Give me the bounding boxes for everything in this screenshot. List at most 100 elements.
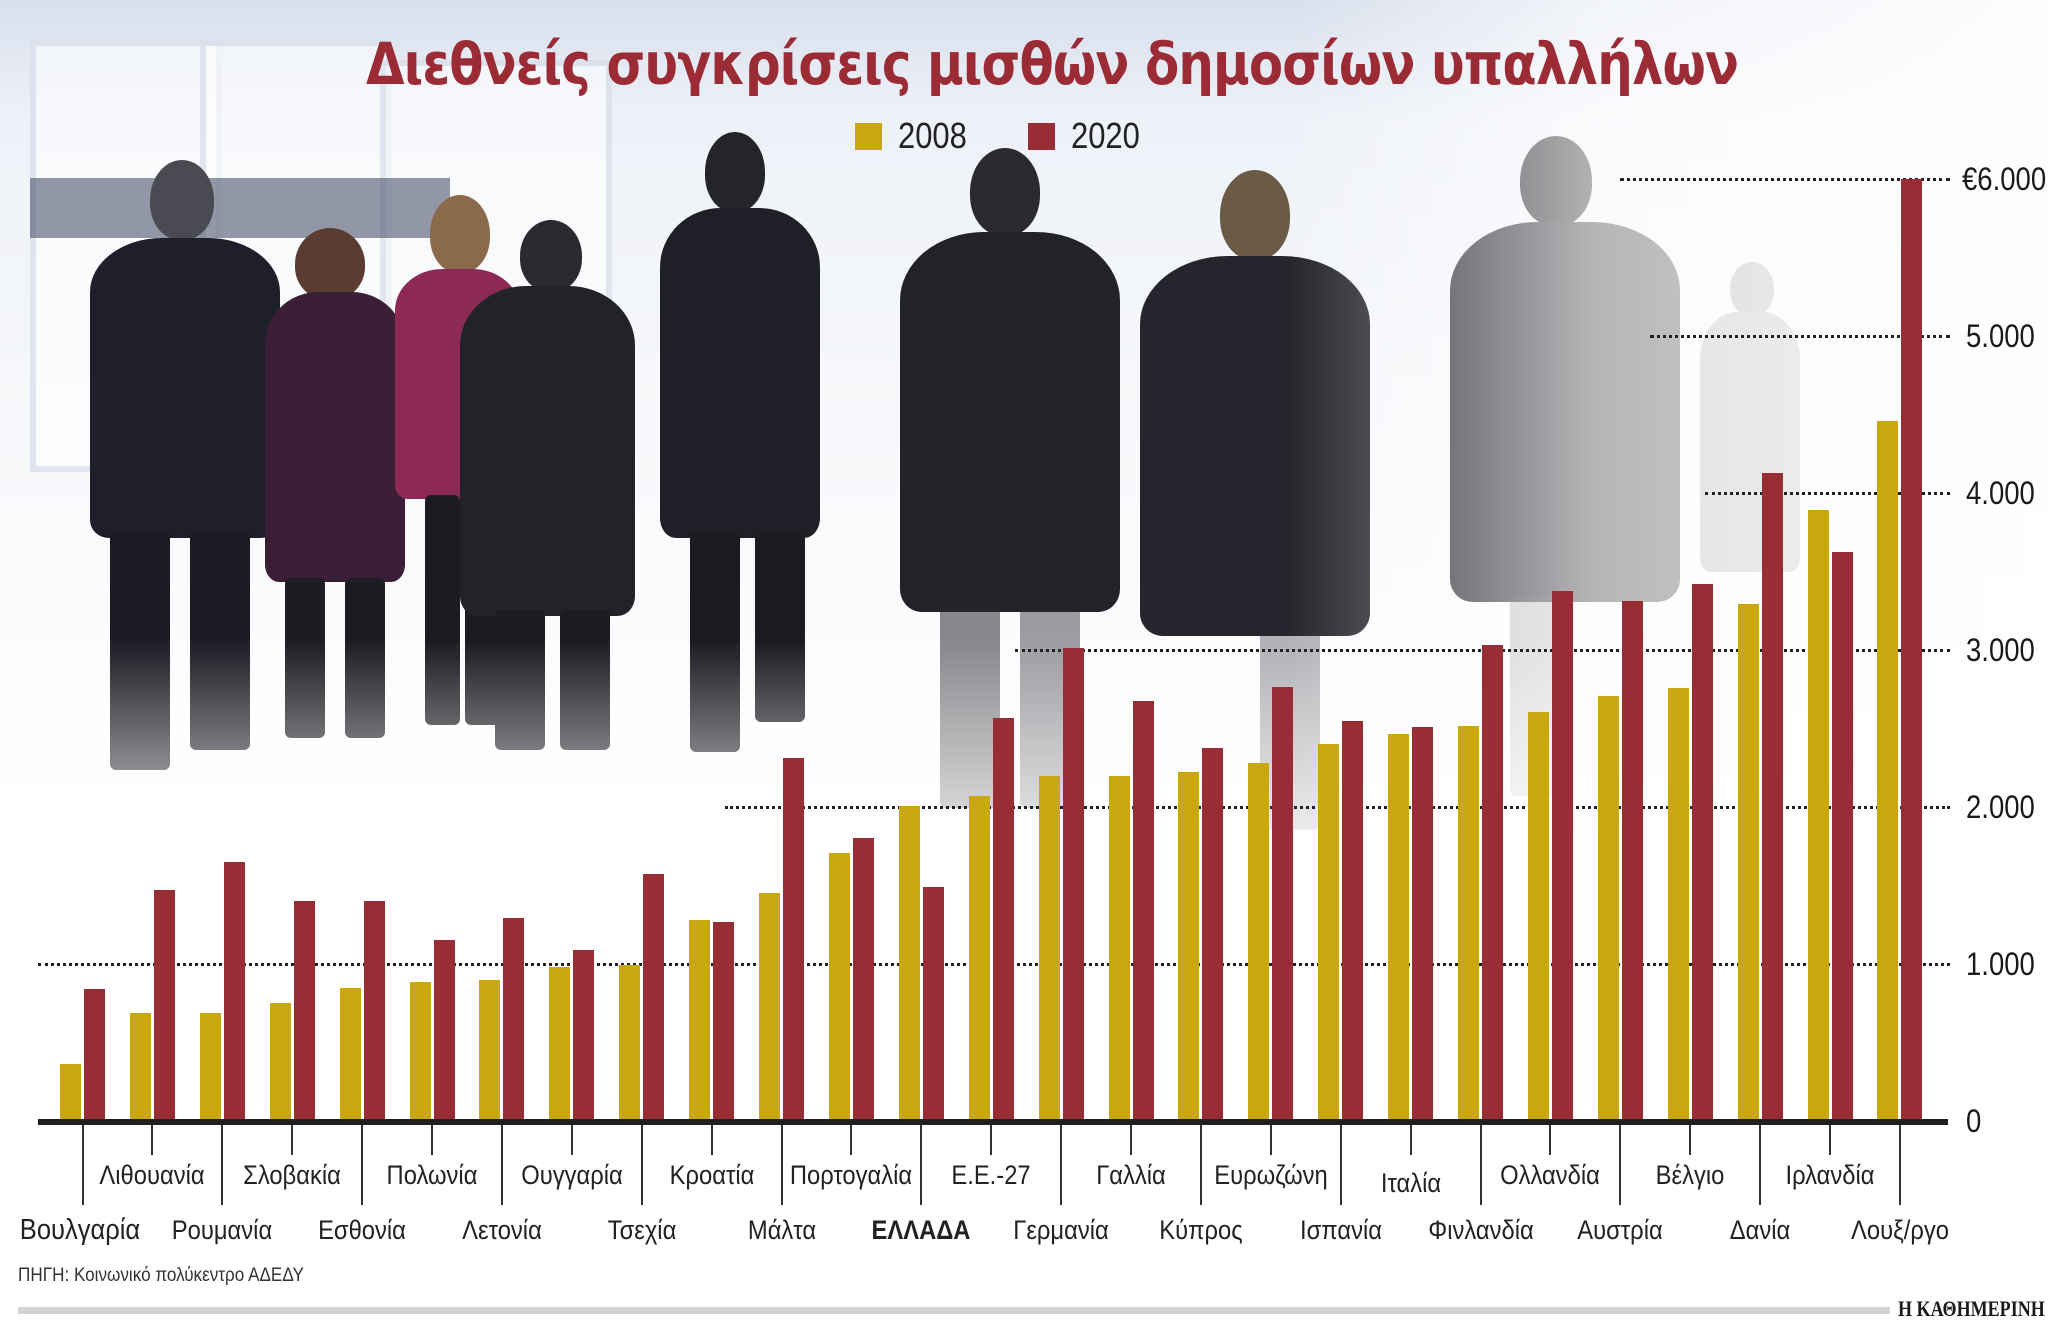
category-label: Λιθουανία [99,1160,205,1190]
category-label: Ισπανία [1299,1215,1382,1245]
bar-2020 [573,949,595,1121]
bar-2020 [992,718,1014,1121]
bar-2020 [643,873,665,1121]
bar-2020 [1691,584,1713,1121]
bar-2008 [968,796,990,1121]
x-tick [1409,1125,1412,1155]
category-label: Πορτογαλία [790,1160,913,1190]
category-label: Εσθονία [318,1215,407,1245]
category-label: Κροατία [669,1160,754,1190]
x-tick [990,1125,993,1155]
x-tick [1759,1125,1762,1205]
category-label: Κύπρος [1159,1215,1243,1245]
category-label: Τσεχία [607,1215,677,1245]
bar-2008 [619,964,641,1121]
x-tick [361,1125,364,1205]
y-tick-label: 2.000 [1966,789,2035,825]
bar-2020 [293,901,315,1121]
bar-2020 [1062,648,1084,1121]
bar-2020 [223,861,245,1121]
bar-2020 [1342,720,1364,1121]
bar-2008 [129,1012,151,1121]
bar-2008 [1737,603,1759,1121]
y-tick-label: 4.000 [1966,475,2035,511]
bar-2020 [84,989,105,1121]
x-tick [1549,1125,1552,1155]
bar-2008 [269,1003,291,1121]
bar-2008 [339,988,361,1121]
x-tick [920,1125,923,1205]
bar-2008 [898,806,920,1121]
x-tick [1898,1125,1901,1205]
bar-2008 [479,979,501,1121]
legend-label-2020: 2020 [1071,115,1140,156]
bar-2020 [713,922,735,1121]
gridline-5000 [1650,335,1950,338]
bar-2008 [828,852,850,1121]
x-tick [850,1125,853,1155]
y-tick-label: 1.000 [1966,946,2035,982]
bar-2020 [433,940,455,1121]
bar-2008 [60,1064,81,1121]
bar-2008 [1807,510,1829,1121]
x-axis [38,1119,1948,1125]
x-tick [1060,1125,1063,1205]
publisher-logo: Η ΚΑΘΗΜΕΡΙΝΗ [1898,1296,2045,1321]
x-tick [291,1125,294,1155]
category-label: Ουγγαρία [521,1160,623,1190]
bar-2008 [689,920,711,1121]
source-note: ΠΗΓΗ: Κοινωνικό πολύκεντρο ΑΔΕΔΥ [18,1265,304,1286]
x-tick [570,1125,573,1155]
category-label: Λουξ/ργο [1850,1215,1949,1245]
category-label: Ολλανδία [1500,1160,1601,1190]
category-label: Γαλλία [1096,1160,1166,1190]
bar-2020 [783,757,804,1121]
category-label: Βουλγαρία [19,1214,141,1246]
bar-2020 [363,901,385,1121]
category-label: Φινλανδία [1427,1215,1534,1245]
bar-2020 [1551,591,1573,1121]
legend-swatch-2008 [855,122,882,150]
x-tick [1130,1125,1132,1155]
gridline-4000 [1705,492,1950,495]
x-tick [1479,1125,1482,1205]
legend-item-2008: 2008 [855,115,978,156]
x-tick [1619,1125,1622,1205]
x-tick [151,1125,154,1155]
category-label: Ρουμανία [172,1215,273,1245]
bar-2008 [1038,776,1060,1121]
category-label: Ιταλία [1380,1168,1441,1198]
x-tick [1829,1125,1831,1155]
category-label: Λετονία [462,1215,542,1245]
x-tick [500,1125,503,1205]
category-label: Ευρωζώνη [1214,1160,1328,1190]
category-label: Δανία [1729,1215,1791,1245]
y-tick-label: 3.000 [1966,632,2035,668]
bar-2020 [503,917,525,1121]
x-tick [710,1125,713,1155]
bar-2008 [1458,726,1479,1121]
category-label: Ε.Ε.-27 [951,1160,1031,1190]
bar-2008 [1318,744,1340,1121]
y-tick-label: 0 [1966,1103,1982,1139]
x-tick [431,1125,433,1155]
bar-2008 [759,893,780,1121]
category-label: Ιρλανδία [1785,1160,1875,1190]
y-tick-label: €6.000 [1962,161,2047,197]
category-label: Αυστρία [1577,1215,1664,1245]
category-label: Βέλγιο [1655,1160,1725,1190]
bar-2008 [199,1012,221,1121]
category-label: Σλοβακία [243,1160,342,1190]
bar-2008 [409,982,431,1121]
x-tick [1339,1125,1342,1205]
bar-2020 [1272,686,1294,1121]
bar-2020 [1901,179,1923,1121]
background-photo [0,0,2048,900]
x-tick [221,1125,224,1205]
category-label: ΕΛΛΑΔΑ [871,1215,971,1245]
legend-item-2020: 2020 [1028,115,1151,156]
legend-swatch-2020 [1028,122,1055,150]
legend-label-2008: 2008 [898,115,967,156]
bar-2020 [1482,645,1503,1121]
bar-2008 [1527,712,1549,1121]
